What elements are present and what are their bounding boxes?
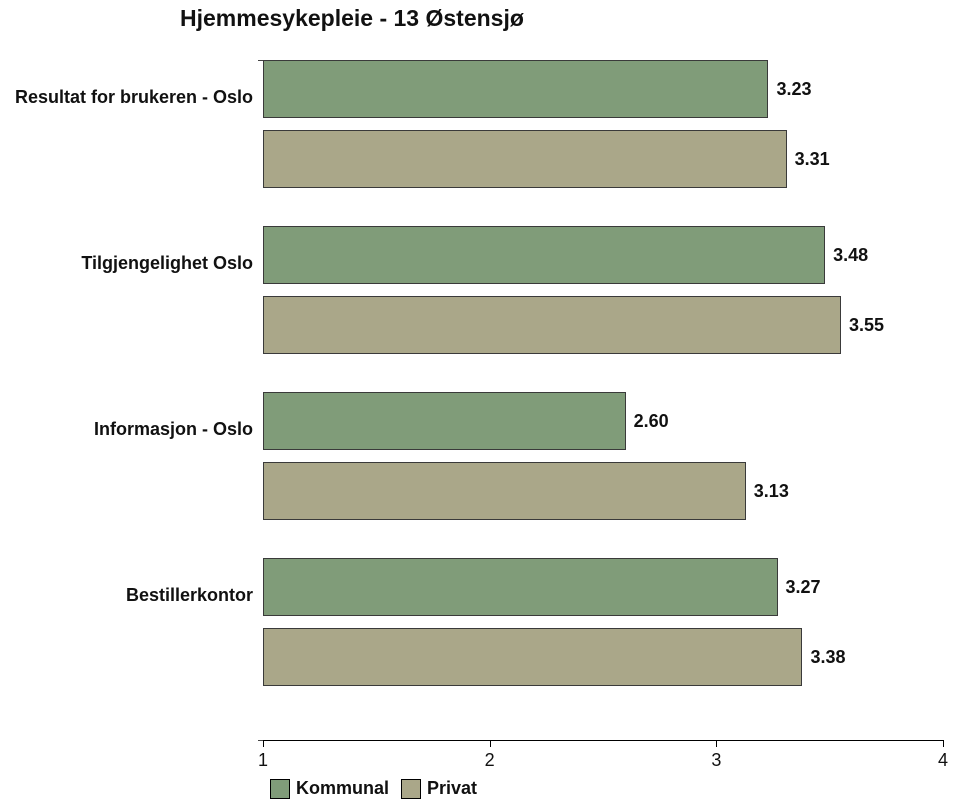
bar-privat (263, 628, 802, 686)
x-tick-label: 2 (485, 750, 495, 771)
bar-value-label: 3.23 (776, 79, 811, 100)
plot-area: 3.233.313.483.552.603.133.273.381234 (263, 60, 943, 740)
bar-row: 3.48 (263, 226, 943, 284)
legend-item-kommunal: Kommunal (270, 778, 389, 799)
bar-kommunal (263, 392, 626, 450)
bar-row: 3.13 (263, 462, 943, 520)
bar-row: 2.60 (263, 392, 943, 450)
legend-swatch (401, 779, 421, 799)
bar-value-label: 3.31 (795, 149, 830, 170)
bar-row: 3.23 (263, 60, 943, 118)
edge-tick (258, 60, 263, 61)
chart-title: Hjemmesykepleie - 13 Østensjø (180, 5, 524, 32)
bar-value-label: 3.48 (833, 245, 868, 266)
x-tick-label: 1 (258, 750, 268, 771)
legend-item-privat: Privat (401, 778, 477, 799)
y-axis-label: Resultat for brukeren - Oslo (0, 87, 253, 108)
x-tick-label: 4 (938, 750, 948, 771)
x-tick (943, 740, 944, 747)
x-tick (263, 740, 264, 747)
x-tick (490, 740, 491, 747)
y-axis-label: Informasjon - Oslo (0, 419, 253, 440)
bar-kommunal (263, 226, 825, 284)
y-axis-label: Bestillerkontor (0, 585, 253, 606)
legend-swatch (270, 779, 290, 799)
bar-value-label: 3.13 (754, 481, 789, 502)
bar-kommunal (263, 60, 768, 118)
bar-privat (263, 296, 841, 354)
bar-kommunal (263, 558, 778, 616)
bar-row: 3.38 (263, 628, 943, 686)
x-tick (716, 740, 717, 747)
bar-value-label: 3.38 (810, 647, 845, 668)
bar-row: 3.55 (263, 296, 943, 354)
bar-value-label: 3.27 (786, 577, 821, 598)
y-axis-label: Tilgjengelighet Oslo (0, 253, 253, 274)
bar-row: 3.31 (263, 130, 943, 188)
chart-container: Hjemmesykepleie - 13 Østensjø 3.23 3.31 3.… (0, 0, 959, 802)
bar-value-label: 2.60 (634, 411, 669, 432)
legend: Kommunal Privat (270, 778, 477, 799)
bar-row: 3.27 (263, 558, 943, 616)
legend-label: Kommunal (296, 778, 389, 799)
bar-value-label: 3.55 (849, 315, 884, 336)
x-axis-line (263, 740, 943, 741)
legend-label: Privat (427, 778, 477, 799)
x-tick-label: 3 (711, 750, 721, 771)
bar-privat (263, 462, 746, 520)
bar-privat (263, 130, 787, 188)
